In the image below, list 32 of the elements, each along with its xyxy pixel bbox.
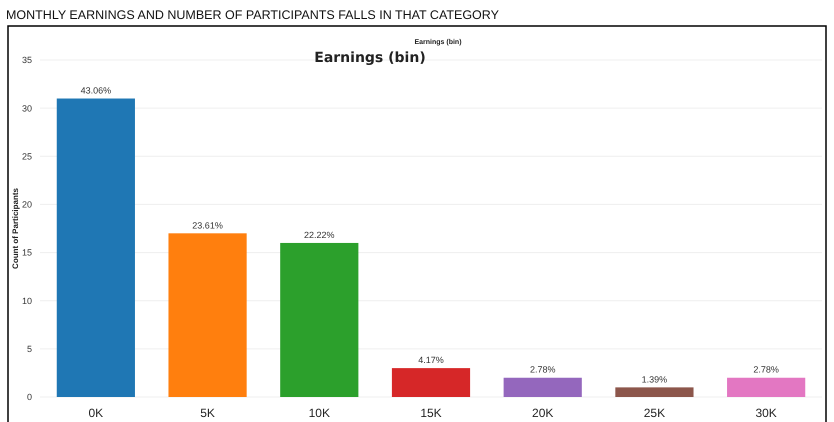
annotation: 43.06% [80, 86, 112, 96]
y-tick-label: 25 [22, 151, 32, 162]
annotation: 23.61% [192, 220, 223, 230]
bar [727, 378, 806, 397]
y-tick-label: 0 [26, 392, 32, 402]
bar [392, 368, 470, 397]
bar [168, 233, 247, 397]
bar [615, 387, 694, 397]
x-axis-title: Earnings (bin) [314, 50, 426, 66]
annotation: 22.22% [304, 230, 335, 240]
annotation: 4.17% [418, 355, 444, 366]
annotation: 1.39% [642, 374, 668, 384]
bar [56, 98, 135, 397]
y-tick-label: 35 [22, 55, 32, 66]
bar [280, 242, 358, 397]
bar [504, 378, 582, 397]
x-tick-label: 15K [420, 406, 442, 420]
y-tick-label: 15 [22, 248, 32, 258]
x-tick-label: 30K [755, 406, 777, 420]
y-tick-label: 5 [26, 344, 32, 354]
y-axis-title: Count of Participants [11, 188, 20, 269]
chart-title: MONTHLY EARNINGS AND NUMBER OF PARTICIPANTS FALLS IN THAT CATEGORY [6, 8, 500, 22]
x-tick-label: 0K [88, 406, 104, 420]
y-tick-label: 30 [22, 103, 32, 114]
y-tick-label: 10 [22, 296, 32, 306]
x-tick-label: 20K [532, 406, 554, 420]
x-tick-label: 25K [644, 406, 666, 420]
y-tick-label: 20 [22, 200, 32, 210]
annotation: 2.78% [753, 364, 779, 375]
x-tick-label: 5K [200, 406, 215, 420]
x-tick-label: 10K [308, 406, 330, 420]
annotation: 2.78% [530, 364, 556, 375]
